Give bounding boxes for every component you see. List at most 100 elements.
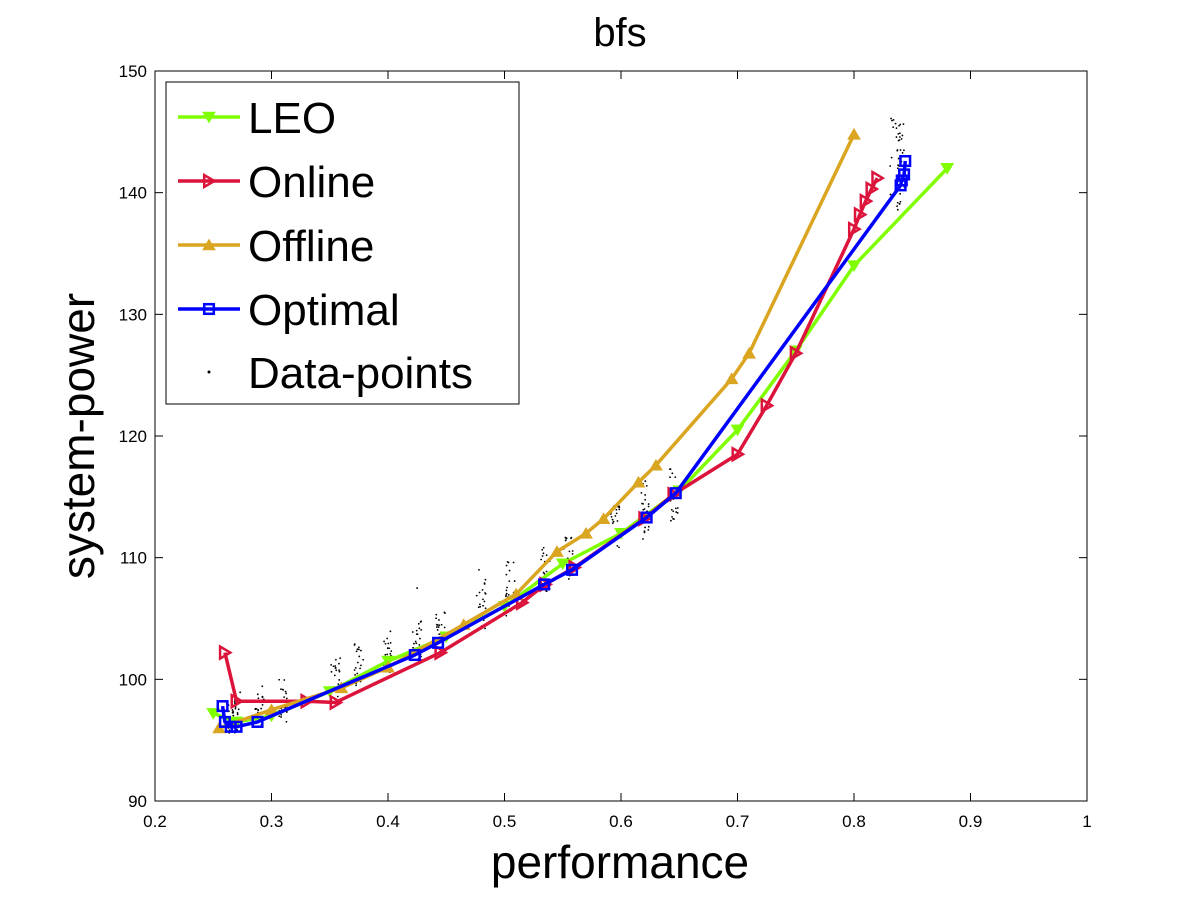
data-point [437, 626, 440, 628]
data-point [899, 200, 902, 203]
data-point [484, 607, 487, 610]
data-point [232, 710, 234, 713]
data-point [435, 613, 438, 616]
data-point [356, 648, 359, 651]
data-point [616, 544, 619, 547]
data-point [232, 714, 235, 717]
data-point [231, 709, 234, 711]
data-point [542, 546, 545, 549]
point-optimal [898, 168, 911, 181]
point-leo [847, 260, 861, 273]
data-point [508, 569, 511, 572]
point-online [865, 180, 880, 198]
legend-label-online: Online [248, 158, 375, 207]
data-point [615, 512, 618, 515]
data-point [483, 582, 486, 585]
data-point [897, 157, 900, 160]
legend-label-offline: Offline [248, 222, 374, 271]
data-point [892, 126, 895, 129]
data-point [353, 644, 356, 646]
x-tick-label: 0.6 [609, 812, 633, 831]
data-point [335, 669, 338, 672]
data-point [505, 594, 508, 596]
data-point [484, 578, 487, 581]
point-offline [847, 127, 861, 140]
data-point [616, 520, 619, 522]
data-point [640, 491, 643, 494]
data-point [505, 614, 508, 617]
data-point [889, 165, 892, 167]
point-online [853, 206, 868, 223]
y-tick-label: 140 [119, 184, 147, 203]
data-point [611, 522, 614, 525]
point-offline [579, 526, 593, 539]
data-point [234, 707, 237, 710]
data-point [674, 507, 677, 510]
data-point [416, 587, 419, 589]
data-point [483, 600, 486, 603]
data-point [676, 512, 679, 514]
y-axis-label: system-power [52, 293, 104, 579]
point-optimal [230, 720, 243, 733]
x-tick-label: 0.3 [260, 812, 284, 831]
data-point [334, 665, 337, 667]
data-point [280, 713, 283, 716]
data-point [357, 646, 360, 649]
data-point [545, 590, 548, 593]
data-point [415, 629, 418, 632]
data-point [564, 539, 567, 542]
data-point [353, 669, 356, 671]
data-point [435, 626, 438, 628]
data-point [389, 652, 392, 655]
data-point [260, 707, 263, 710]
data-point [339, 657, 342, 660]
data-point [412, 646, 415, 649]
data-point [896, 149, 899, 151]
data-point [354, 673, 357, 676]
legend-marker-online [202, 172, 217, 190]
data-point [280, 688, 282, 691]
data-point [416, 633, 419, 636]
data-point [507, 593, 510, 596]
point-offline [742, 346, 757, 359]
data-point [898, 202, 901, 205]
data-point [507, 561, 510, 564]
data-point [890, 156, 893, 159]
legend-entry-leo: LEO [178, 94, 336, 143]
data-point [237, 708, 240, 711]
data-point [505, 573, 508, 576]
data-point [386, 647, 389, 650]
data-point [358, 655, 361, 658]
data-point [673, 518, 675, 521]
x-tick-label: 0.5 [493, 812, 517, 831]
data-point [261, 696, 264, 699]
legend-marker-offline [202, 238, 216, 251]
legend-label-data-points: Data-points [248, 349, 473, 398]
data-point [643, 531, 646, 534]
axis-ticks: 0.2 0.3 0.4 0.5 0.6 0.7 0.8 0.9 1 90 100 110 120 130 1… [119, 62, 1092, 831]
data-point [419, 621, 422, 623]
data-point [278, 678, 281, 681]
data-point [387, 642, 390, 645]
x-tick-label: 0.2 [143, 812, 167, 831]
data-point [477, 606, 480, 609]
data-point [902, 123, 905, 126]
data-point [481, 588, 484, 591]
data-point [611, 518, 614, 521]
point-online [847, 220, 862, 238]
legend-label-leo: LEO [248, 94, 336, 143]
data-point [359, 664, 362, 667]
data-point [676, 507, 679, 509]
data-point [285, 692, 288, 695]
data-point [505, 589, 508, 592]
data-point [257, 697, 260, 700]
data-point [643, 508, 646, 510]
data-point [478, 603, 481, 606]
point-optimal [640, 511, 653, 524]
point-online [760, 397, 775, 414]
data-point [900, 138, 903, 140]
data-point [891, 119, 893, 122]
data-point [898, 136, 901, 138]
data-point [545, 570, 548, 573]
point-online [515, 594, 530, 611]
